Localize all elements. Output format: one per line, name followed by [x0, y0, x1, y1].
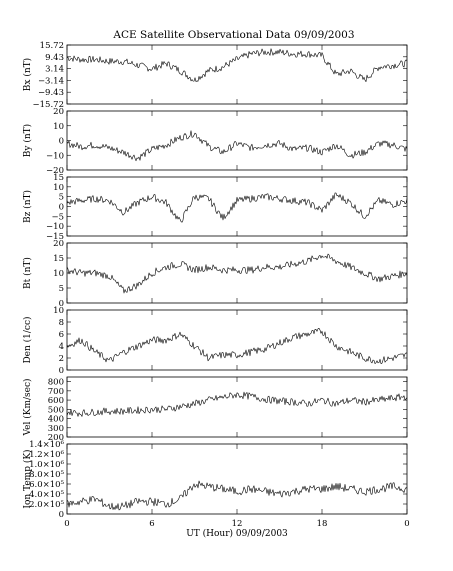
bz-y-tick-label: −15 [46, 232, 64, 242]
vel-y-tick-label: 500 [48, 405, 64, 415]
vel-y-tick-label: 600 [48, 396, 64, 406]
bx-y-tick-label: −15.72 [33, 100, 64, 110]
bz-y-tick-label: −10 [46, 222, 64, 232]
bx-y-tick-label: 3.14 [45, 65, 64, 75]
bx-y-tick-label: 15.72 [40, 41, 64, 51]
vel-y-tick-label: 700 [48, 387, 64, 397]
by-panel-frame [66, 110, 408, 171]
bz-y-tick-label: 15 [53, 173, 64, 183]
x-tick-label: 0 [64, 519, 69, 529]
vel-panel-frame [66, 376, 408, 438]
x-tick-label: 6 [149, 519, 154, 529]
x-axis-title: UT (Hour) 09/09/2003 [186, 528, 288, 539]
vel-y-tick-label: 800 [48, 378, 64, 388]
x-tick-label: 0 [404, 519, 409, 529]
bt-y-tick-label: 0 [59, 299, 64, 309]
bz-y-tick-label: 5 [59, 193, 64, 203]
temp-y-tick-label: 4.0×10⁵ [29, 490, 64, 500]
bz-panel-frame [66, 176, 408, 237]
by-y-tick-label: 20 [53, 107, 64, 117]
bx-y-tick-label: 9.43 [45, 53, 64, 63]
temp-y-tick-label: 0 [59, 510, 64, 520]
den-series-line [66, 328, 408, 364]
bx-panel-frame [66, 44, 408, 105]
bt-y-tick-label: 10 [53, 269, 64, 279]
den-y-axis-title: Den (1/cc) [22, 316, 33, 363]
den-y-tick-label: 0 [59, 366, 64, 376]
vel-y-tick-label: 200 [48, 433, 64, 443]
temp-y-axis-title: Ion Temp (K) [22, 449, 33, 508]
temp-y-tick-label: 1.2×10⁶ [29, 450, 64, 460]
den-panel-frame [66, 309, 408, 371]
vel-y-tick-label: 300 [48, 424, 64, 434]
by-y-tick-label: −20 [46, 166, 64, 176]
den-y-tick-label: 10 [53, 306, 64, 316]
bz-y-tick-label: −5 [51, 212, 64, 222]
vel-y-tick-label: 400 [48, 415, 64, 425]
bt-y-axis-title: Bt (nT) [22, 257, 33, 289]
bz-y-tick-label: 0 [59, 203, 64, 213]
bt-series-line [66, 253, 408, 294]
temp-y-tick-label: 8.0×10⁵ [29, 470, 64, 480]
by-y-tick-label: 10 [53, 122, 64, 132]
temp-series-line [66, 480, 408, 511]
bt-y-tick-label: 5 [59, 284, 64, 294]
by-series-line [66, 130, 408, 162]
temp-y-tick-label: 6.0×10⁵ [29, 480, 64, 490]
bt-y-tick-label: 15 [53, 254, 64, 264]
by-y-tick-label: 0 [59, 137, 64, 147]
bz-y-axis-title: Bz (nT) [22, 190, 33, 223]
den-y-tick-label: 2 [59, 354, 64, 364]
bt-panel-frame [66, 242, 408, 304]
x-tick-label: 18 [317, 519, 328, 529]
bx-y-axis-title: Bx (nT) [22, 58, 33, 91]
chart-title: ACE Satellite Observational Data 09/09/2… [112, 29, 354, 41]
by-y-axis-title: By (nT) [22, 124, 33, 157]
bx-y-tick-label: −3.14 [38, 76, 64, 86]
den-y-tick-label: 8 [59, 318, 64, 328]
x-tick-label: 12 [232, 519, 243, 529]
bt-y-tick-label: 20 [53, 239, 64, 249]
den-y-tick-label: 4 [59, 342, 64, 352]
bz-y-tick-label: 10 [53, 183, 64, 193]
temp-y-tick-label: 1.4×10⁶ [29, 440, 64, 450]
vel-series-line [66, 391, 408, 417]
vel-y-axis-title: Vel (Km/sec) [22, 378, 33, 436]
den-y-tick-label: 6 [59, 330, 64, 340]
bx-series-line [66, 48, 408, 82]
by-y-tick-label: −10 [46, 151, 64, 161]
bx-y-tick-label: −9.43 [38, 88, 64, 98]
bz-series-line [66, 192, 408, 223]
temp-y-tick-label: 1.0×10⁶ [29, 460, 64, 470]
temp-y-tick-label: 2.0×10⁵ [29, 500, 64, 510]
